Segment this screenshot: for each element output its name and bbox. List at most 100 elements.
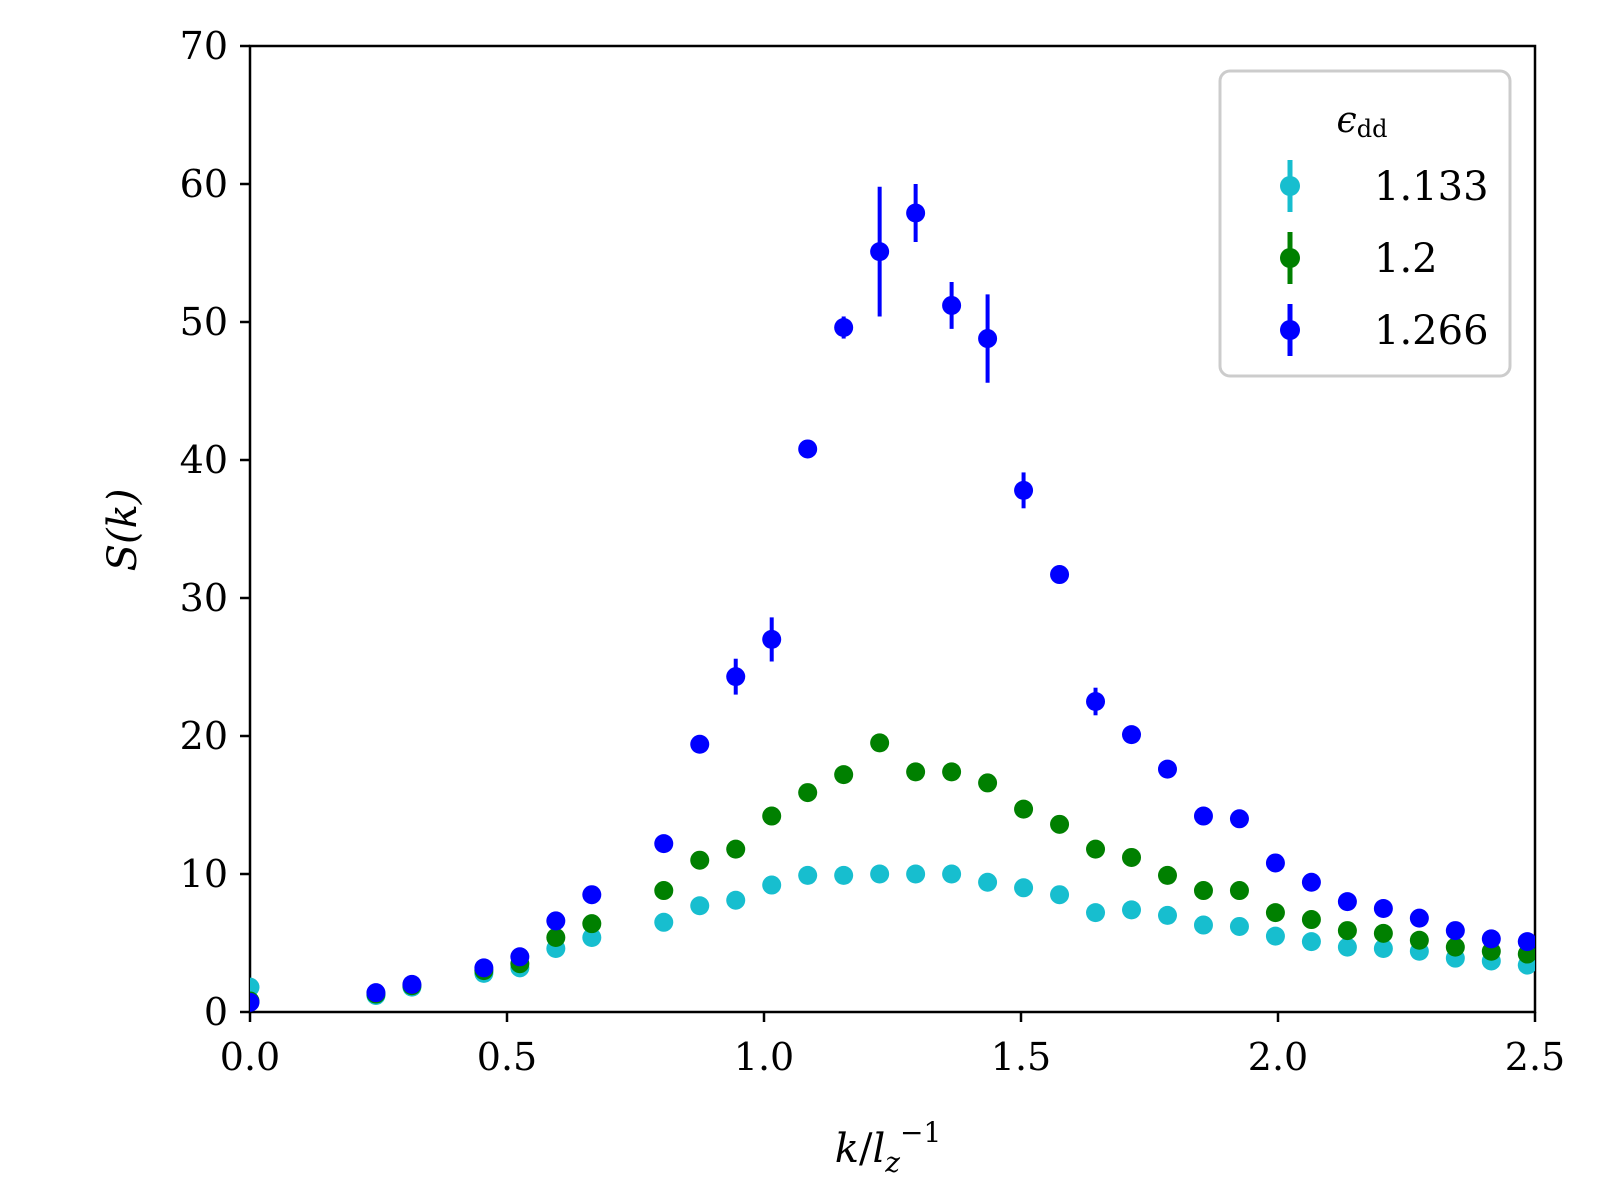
y-tick-label: 20 bbox=[180, 714, 228, 758]
series-1-2 bbox=[250, 733, 1535, 1011]
data-point bbox=[1301, 910, 1321, 930]
data-point bbox=[1409, 908, 1429, 928]
data-point bbox=[1122, 900, 1142, 920]
data-point bbox=[582, 927, 602, 947]
y-tick-label: 50 bbox=[180, 300, 228, 344]
data-point bbox=[690, 850, 710, 870]
data-point bbox=[726, 890, 746, 910]
legend-box bbox=[1218, 69, 1512, 378]
legend-marker bbox=[1280, 320, 1300, 340]
data-point bbox=[1193, 915, 1213, 935]
y-tick-label: 70 bbox=[180, 24, 228, 68]
data-point bbox=[1050, 565, 1070, 585]
data-point bbox=[1193, 881, 1213, 901]
data-point bbox=[942, 762, 962, 782]
legend-entry: 1.133 bbox=[1280, 160, 1489, 212]
data-point bbox=[762, 875, 782, 895]
data-point bbox=[1157, 759, 1177, 779]
data-point bbox=[1409, 930, 1429, 950]
data-point bbox=[474, 958, 494, 978]
data-point bbox=[1050, 814, 1070, 834]
data-point bbox=[1086, 839, 1106, 859]
data-point bbox=[1481, 929, 1501, 949]
data-point bbox=[1265, 926, 1285, 946]
x-tick-label: 1.0 bbox=[734, 1035, 794, 1079]
data-point bbox=[690, 734, 710, 754]
data-point bbox=[1229, 809, 1249, 829]
data-point bbox=[798, 783, 818, 803]
data-point bbox=[1229, 916, 1249, 936]
data-point bbox=[546, 911, 566, 931]
data-point bbox=[1014, 878, 1034, 898]
data-point bbox=[978, 329, 998, 349]
data-point bbox=[1086, 692, 1106, 711]
data-point bbox=[1014, 799, 1034, 819]
y-tick-label: 10 bbox=[180, 852, 228, 896]
data-point bbox=[1337, 937, 1357, 957]
data-point bbox=[654, 881, 674, 901]
data-point bbox=[1373, 899, 1393, 918]
data-point bbox=[1301, 932, 1321, 952]
data-point bbox=[978, 872, 998, 892]
legend: ϵdd 1.133 1.2 1.266 bbox=[1218, 69, 1512, 378]
x-tick-label: 0.0 bbox=[220, 1035, 280, 1079]
data-point bbox=[870, 864, 890, 884]
data-point bbox=[1445, 921, 1465, 941]
data-point bbox=[942, 864, 962, 884]
data-point bbox=[546, 927, 566, 947]
y-tick-label: 0 bbox=[204, 990, 228, 1034]
x-tick-label: 1.5 bbox=[991, 1035, 1051, 1079]
legend-entry: 1.2 bbox=[1280, 232, 1438, 284]
y-axis: 0 10 20 30 40 50 60 70 bbox=[180, 24, 250, 1034]
data-point bbox=[834, 865, 854, 885]
x-tick-label: 2.0 bbox=[1248, 1035, 1308, 1079]
data-point bbox=[870, 242, 890, 262]
data-point bbox=[654, 912, 674, 932]
legend-title: ϵdd bbox=[1337, 100, 1388, 143]
legend-entry: 1.266 bbox=[1280, 304, 1489, 356]
legend-marker bbox=[1280, 176, 1300, 196]
y-tick-label: 40 bbox=[180, 438, 228, 482]
data-point bbox=[798, 865, 818, 885]
data-point bbox=[366, 983, 386, 1003]
data-point bbox=[1301, 872, 1321, 892]
data-point bbox=[250, 992, 260, 1012]
series-1-266 bbox=[250, 184, 1535, 1012]
y-tick-label: 30 bbox=[180, 576, 228, 620]
data-marks bbox=[250, 184, 1535, 1012]
data-point bbox=[1229, 881, 1249, 901]
data-point bbox=[1265, 853, 1285, 873]
data-point bbox=[834, 318, 854, 338]
data-point bbox=[510, 947, 530, 967]
x-tick-label: 2.5 bbox=[1505, 1035, 1565, 1079]
x-axis: 0.0 0.5 1.0 1.5 2.0 2.5 bbox=[220, 1012, 1565, 1079]
data-point bbox=[834, 765, 854, 785]
data-point bbox=[1014, 480, 1034, 500]
data-point bbox=[1337, 892, 1357, 912]
data-point bbox=[762, 806, 782, 826]
data-point bbox=[1337, 921, 1357, 941]
data-point bbox=[726, 839, 746, 859]
data-point bbox=[1157, 865, 1177, 885]
data-point bbox=[402, 974, 422, 994]
y-tick-label: 60 bbox=[180, 162, 228, 206]
data-point bbox=[978, 773, 998, 793]
data-point bbox=[1193, 806, 1213, 826]
data-point bbox=[690, 896, 710, 916]
data-point bbox=[1517, 932, 1535, 952]
data-point bbox=[906, 203, 926, 223]
data-point bbox=[906, 864, 926, 884]
data-point bbox=[1373, 939, 1393, 959]
data-point bbox=[1265, 903, 1285, 923]
y-axis-title: S(k) bbox=[100, 489, 146, 572]
data-point bbox=[1050, 885, 1070, 905]
data-point bbox=[654, 834, 674, 854]
data-point bbox=[870, 733, 890, 753]
x-tick-label: 0.5 bbox=[477, 1035, 537, 1079]
data-point bbox=[1122, 847, 1142, 867]
data-point bbox=[762, 629, 782, 649]
data-point bbox=[942, 295, 962, 315]
data-point bbox=[726, 667, 746, 687]
x-axis-title: k/lz−1 bbox=[835, 1116, 942, 1179]
